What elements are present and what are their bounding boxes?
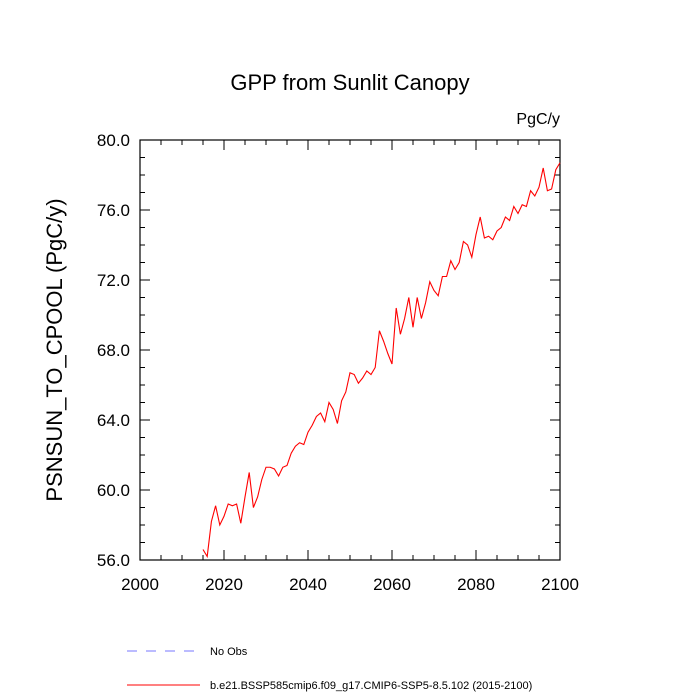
x-tick-label: 2080 bbox=[457, 575, 495, 594]
legend-label: b.e21.BSSP585cmip6.f09_g17.CMIP6-SSP5-8.… bbox=[210, 680, 532, 692]
series-line bbox=[202, 162, 561, 559]
y-axis-label: PSNSUN_TO_CPOOL (PgC/y) bbox=[42, 198, 67, 501]
x-tick-label: 2040 bbox=[289, 575, 327, 594]
x-tick-label: 2020 bbox=[205, 575, 243, 594]
series-layer bbox=[202, 162, 561, 559]
legend: No Obs b.e21.BSSP585cmip6.f09_g17.CMIP6-S… bbox=[127, 646, 532, 692]
chart-title: GPP from Sunlit Canopy bbox=[230, 70, 469, 95]
y-tick-label: 76.0 bbox=[97, 201, 130, 220]
axis-ticks bbox=[139, 139, 561, 561]
x-tick-label: 2100 bbox=[541, 575, 579, 594]
y-tick-label: 68.0 bbox=[97, 341, 130, 360]
y-tick-label: 56.0 bbox=[97, 551, 130, 570]
legend-label: No Obs bbox=[210, 646, 248, 658]
y-tick-label: 80.0 bbox=[97, 131, 130, 150]
plot-frame bbox=[139, 139, 561, 561]
axis-tick-labels: 2000 2020 2040 2060 2080 2100 56.0 60.0 64.0 68.0… bbox=[97, 131, 579, 594]
y-tick-label: 72.0 bbox=[97, 271, 130, 290]
units-label: PgC/y bbox=[516, 111, 560, 128]
y-tick-label: 60.0 bbox=[97, 481, 130, 500]
x-tick-label: 2000 bbox=[121, 575, 159, 594]
y-tick-label: 64.0 bbox=[97, 411, 130, 430]
x-tick-label: 2060 bbox=[373, 575, 411, 594]
